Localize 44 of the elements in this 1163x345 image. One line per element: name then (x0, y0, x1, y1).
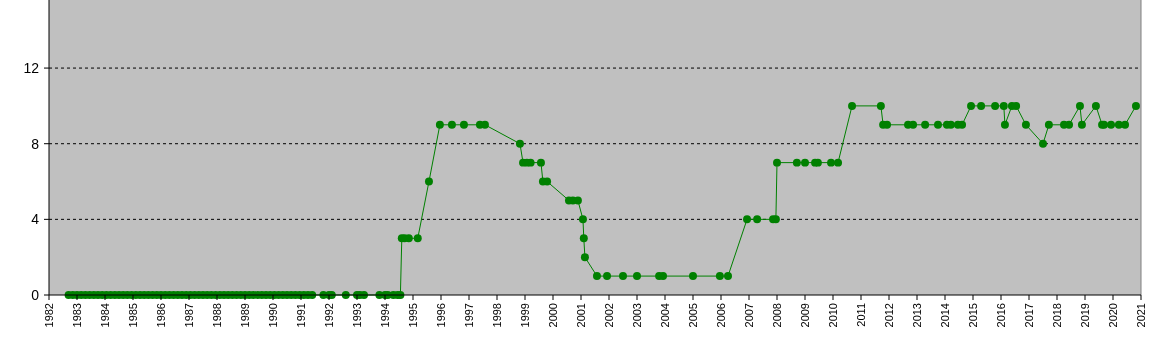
x-tick-label: 2011 (854, 303, 867, 327)
x-tick-label: 1984 (98, 303, 111, 328)
y-tick-label: 8 (31, 135, 40, 152)
x-tick-label: 1996 (434, 303, 447, 328)
x-tick-label: 2000 (546, 303, 559, 328)
x-tick-label: 2008 (770, 303, 783, 328)
x-tick-label: 2019 (1078, 303, 1091, 328)
x-tick-label: 2015 (966, 303, 979, 328)
y-tick-label: 0 (31, 286, 40, 303)
x-tick-label: 1986 (154, 303, 167, 328)
y-tick-label: 4 (31, 211, 40, 228)
x-tick-label: 2010 (826, 303, 839, 328)
x-tick-label: 1989 (238, 303, 251, 328)
x-tick-label: 2012 (882, 303, 895, 328)
x-tick-label: 2009 (798, 303, 811, 328)
x-tick-label: 2018 (1050, 303, 1063, 328)
x-tick-label: 2014 (938, 303, 951, 328)
x-tick-label: 1993 (350, 303, 363, 328)
x-tick-label: 1998 (490, 303, 503, 328)
x-tick-label: 2006 (714, 303, 727, 328)
x-tick-label: 1988 (210, 303, 223, 328)
x-tick-label: 1995 (406, 303, 419, 328)
x-tick-label: 2021 (1134, 303, 1147, 328)
x-tick-label: 2003 (630, 303, 643, 328)
x-tick-label: 2017 (1022, 303, 1035, 328)
x-tick-label: 1992 (322, 303, 335, 328)
x-tick-label: 2020 (1106, 303, 1119, 328)
x-tick-label: 1994 (378, 303, 391, 328)
y-tick-label: 12 (23, 59, 40, 76)
x-tick-label: 1990 (266, 303, 279, 328)
x-tick-label: 2002 (602, 303, 615, 328)
x-tick-label: 2001 (574, 303, 587, 328)
x-tick-label: 1991 (294, 303, 307, 328)
x-tick-label: 2004 (658, 303, 671, 328)
x-tick-label: 2007 (742, 303, 755, 328)
x-tick-label: 1987 (182, 303, 195, 328)
x-tick-label: 2016 (994, 303, 1007, 328)
x-tick-label: 1982 (42, 303, 55, 328)
x-tick-label: 2013 (910, 303, 923, 328)
x-tick-label: 1983 (70, 303, 83, 328)
x-tick-label: 1997 (462, 303, 475, 328)
x-tick-label: 1999 (518, 303, 531, 328)
x-tick-label: 1985 (126, 303, 139, 328)
x-tick-label: 2005 (686, 303, 699, 328)
